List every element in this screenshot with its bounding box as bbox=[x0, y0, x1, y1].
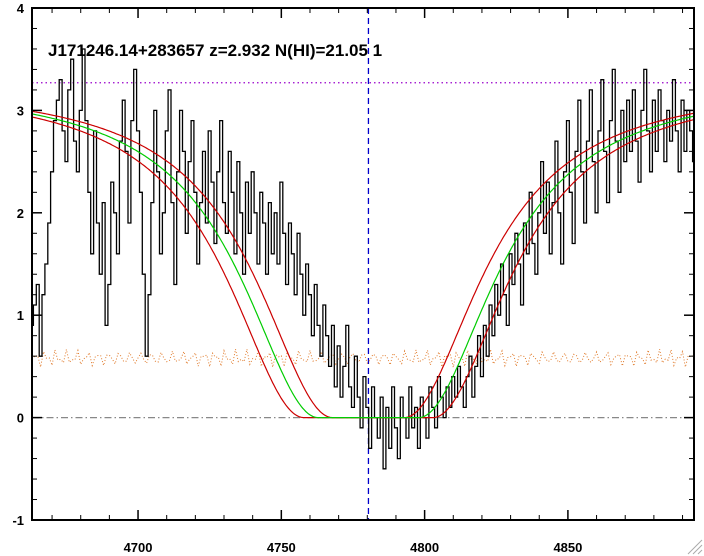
y-tick-label: -1 bbox=[12, 513, 24, 528]
x-tick-label: 4850 bbox=[553, 540, 582, 555]
model-best-fit bbox=[32, 113, 694, 419]
axis-tick-labels: 4700 4750 4800 4850 -1 0 1 2 3 4 bbox=[12, 1, 582, 555]
chart-title: J171246.14+283657 z=2.932 N(HI)=21.05 1 bbox=[48, 41, 382, 60]
y-tick-label: 4 bbox=[17, 1, 25, 16]
plot-area bbox=[32, 8, 694, 520]
plot-frame bbox=[31, 7, 695, 521]
flux-spectrum bbox=[32, 48, 694, 470]
x-tick-label: 4700 bbox=[124, 540, 153, 555]
x-tick-label: 4750 bbox=[267, 540, 296, 555]
y-tick-label: 0 bbox=[17, 411, 24, 426]
resize-grip-icon[interactable] bbox=[687, 539, 703, 555]
axis-ticks bbox=[32, 7, 694, 521]
x-tick-label: 4800 bbox=[410, 540, 439, 555]
y-tick-label: 3 bbox=[17, 103, 24, 118]
y-tick-label: 1 bbox=[17, 308, 24, 323]
y-tick-label: 2 bbox=[17, 206, 24, 221]
